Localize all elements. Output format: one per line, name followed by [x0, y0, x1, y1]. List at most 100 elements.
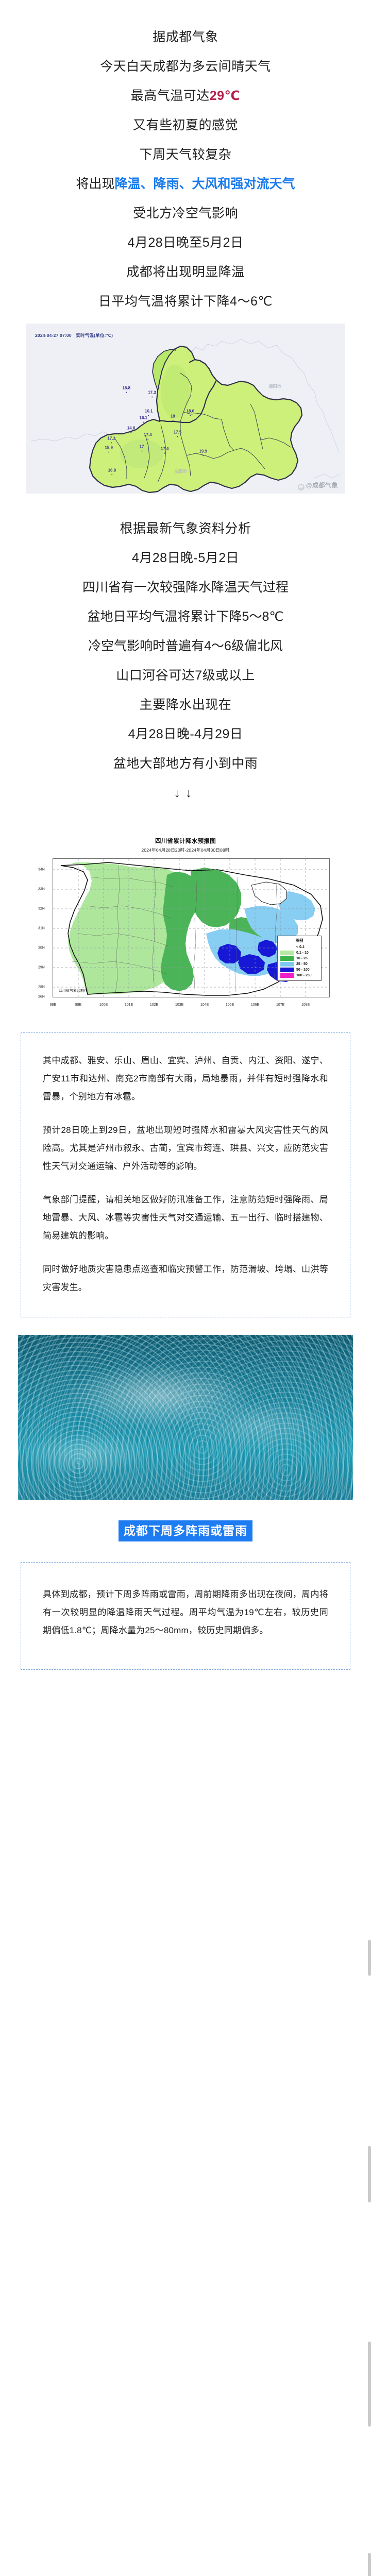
scrollbar-thumb[interactable] [368, 2342, 371, 2427]
map2-y-tick: 33N [38, 887, 45, 891]
map-unit-label: 实时气温(单位:℃) [76, 333, 113, 338]
legend-row: 25 - 50 [280, 961, 318, 967]
weather-hazards-emphasis: 降温、降雨、大风和强对流天气 [114, 177, 295, 191]
temp-point: 14.8 [127, 426, 136, 431]
temp-point: 16.8 [108, 468, 116, 473]
map2-y-tick: 30N [38, 946, 45, 950]
map2-x-tick: 108E [301, 1003, 310, 1007]
lead-line-10-temp-drop: 日平均气温将累计下降4～6℃ [98, 294, 273, 309]
weibo-icon: W [297, 484, 305, 490]
legend-label: 50 - 100 [296, 968, 310, 972]
rain-on-water-photo [18, 1335, 353, 1500]
temp-point: 18 [170, 414, 175, 419]
map2-x-tick: 107E [276, 1003, 285, 1007]
legend-row: 10 - 25 [280, 956, 318, 961]
mid-line-8-rain-window: 4月28日晚-4月29日 [128, 727, 243, 741]
down-arrow-icon: ↓↓ [174, 786, 197, 800]
body-paragraph: 其中成都、雅安、乐山、眉山、宜宾、泸州、自贡、内江、资阳、遂宁、广安11市和达州… [43, 1056, 328, 1101]
map2-x-tick: 100E [99, 1003, 108, 1007]
lead-line-8: 4月28日晚至5月2日 [127, 235, 244, 250]
chengdu-map-shape [30, 338, 341, 494]
temp-point: 17 [139, 444, 144, 449]
scrollbar-thumb[interactable] [368, 2146, 371, 2202]
map2-title: 四川省累计降水预报图 [155, 838, 216, 844]
map2-y-tick: 28N [38, 985, 45, 989]
map-timestamp: 2024-04-27 07:00 [35, 333, 72, 338]
lead-line-5: 下周天气较复杂 [139, 147, 232, 162]
legend-row: 100 - 250 [280, 973, 318, 978]
article-body-box-2: 具体到成都，预计下周多阵雨或雷雨，周前期降雨多出现在夜间，周内将有一次较明显的降… [21, 1562, 350, 1670]
mid-line-1: 根据最新气象资料分析 [120, 521, 251, 536]
legend-label: 10 - 25 [296, 957, 308, 960]
legend-label: 0.1 - 10 [296, 951, 309, 955]
map2-x-tick: 103E [175, 1003, 184, 1007]
map2-x-tick: 99E [75, 1003, 82, 1007]
sichuan-precip-shape [53, 859, 329, 997]
map2-x-tick: 104E [200, 1003, 209, 1007]
scrollbar-thumb[interactable] [368, 1940, 371, 1976]
mid-line-5-wind: 冷空气影响时普遍有4～6级偏北风 [88, 639, 283, 653]
legend-title: 图例 [295, 938, 303, 943]
map2-subtitle: 2024年04月28日20时-2024年04月30日08时 [141, 848, 230, 853]
lead-line-2: 今天白天成都为多云间晴天气 [100, 59, 271, 74]
mid-line-2: 4月28日晚-5月2日 [131, 551, 240, 565]
map2-legend: 图例 < 0.1 0.1 - 10 10 - 25 [277, 936, 322, 981]
scrollbar-thumb[interactable] [368, 2553, 371, 2576]
body-paragraph: 同时做好地质灾害隐患点巡查和临灾预警工作，防范滑坡、垮塌、山洪等灾害发生。 [43, 1264, 328, 1292]
section-heading-next-week: 成都下周多阵雨或雷雨 [119, 1520, 252, 1541]
legend-swatch [280, 973, 294, 978]
article-body-box: 其中成都、雅安、乐山、眉山、宜宾、泸州、自贡、内江、资阳、遂宁、广安11市和达州… [21, 1032, 350, 1317]
map-timestamp-label: 2024-04-27 07:00 实时气温(单位:℃) [35, 332, 113, 338]
body-paragraph: 预计28日晚上到29日，盆地出现短时强降水和雷暴大风灾害性天气的风险高。尤其是泸… [43, 1125, 328, 1171]
mid-line-6-valley-wind: 山口河谷可达7级或以上 [116, 668, 255, 683]
temp-point: 17.5 [173, 430, 182, 435]
figure-precipitation-forecast-map: 四川省累计降水预报图 2024年04月28日20时-2024年04月30日08时 [0, 832, 371, 1014]
map2-y-tick: 26N [38, 995, 45, 999]
lead-line-1: 据成都气象 [153, 30, 218, 44]
body-paragraph: 具体到成都，预计下周多阵雨或雷雨，周前期降雨多出现在夜间，周内将有一次较明显的降… [43, 1589, 328, 1635]
map2-plot-frame [53, 858, 330, 997]
temp-point: 15.8 [122, 385, 131, 391]
lead-line-6-text: 将出现 [76, 177, 115, 191]
lead-line-7: 受北方冷空气影响 [132, 206, 238, 221]
legend-label: 25 - 50 [296, 962, 308, 966]
article-page: 据成都气象 今天白天成都为多云间晴天气 最高气温可达29℃ 又有些初夏的感觉 下… [0, 0, 371, 1670]
map2-canvas: 34N 33N 32N 31N 30N 29N 28N 26N 98E 99E … [36, 856, 335, 1011]
lead-line-9: 成都将出现明显降温 [126, 265, 245, 279]
temp-point: 16.1 [144, 409, 153, 414]
max-temp-value: 29℃ [209, 89, 241, 103]
city-chengdu-label: 成都市 [174, 469, 187, 474]
legend-row: 50 - 100 [280, 967, 318, 973]
temp-point: 15.9 [105, 445, 113, 450]
lead-line-3: 最高气温可达29℃ [0, 81, 371, 111]
map2-x-tick: 102E [149, 1003, 159, 1007]
mid-line-7: 主要降水出现在 [139, 698, 232, 712]
temp-point: 16.1 [139, 415, 147, 420]
temp-point: 18.6 [186, 409, 195, 414]
map2-x-tick: 101E [124, 1003, 133, 1007]
lead-headline-block: 据成都气象 今天白天成都为多云间晴天气 最高气温可达29℃ 又有些初夏的感觉 下… [0, 0, 371, 319]
map2-y-tick: 31N [38, 926, 45, 930]
map2-x-tick: 98E [49, 1003, 57, 1007]
figure-rain-photo [18, 1335, 353, 1500]
sichuan-precipitation-map: 四川省累计降水预报图 2024年04月28日20时-2024年04月30日08时 [26, 832, 345, 1014]
legend-label: < 0.1 [296, 945, 305, 949]
section-heading-wrap: 成都下周多阵雨或雷雨 [0, 1520, 371, 1541]
temp-point: 17.3 [148, 390, 156, 395]
legend-swatch [280, 945, 294, 950]
watermark-text: @成都气象 [306, 482, 338, 489]
legend-row: < 0.1 [280, 944, 318, 950]
mid-line-9-basin-rain: 盆地大部地方有小到中雨 [113, 756, 258, 771]
temp-point: 19.9 [199, 449, 207, 453]
map2-y-tick: 29N [38, 965, 45, 970]
lead-line-6: 将出现降温、降雨、大风和强对流天气 [0, 170, 371, 199]
legend-label: 100 - 250 [296, 974, 312, 977]
chengdu-temperature-map: 2024-04-27 07:00 实时气温(单位:℃) 德阳市 成都市 15.8… [26, 324, 345, 494]
map2-x-tick: 106E [250, 1003, 260, 1007]
figure-realtime-temperature-map: 2024-04-27 07:00 实时气温(单位:℃) 德阳市 成都市 15.8… [0, 324, 371, 494]
mid-headline-block: 根据最新气象资料分析 4月28日晚-5月2日 四川省有一次较强降水降温天气过程 … [0, 494, 371, 811]
legend-row: 0.1 - 10 [280, 950, 318, 956]
temp-point: 17.4 [160, 446, 169, 451]
lead-line-4: 又有些初夏的感觉 [132, 118, 238, 132]
temp-point: 17.4 [144, 432, 152, 437]
